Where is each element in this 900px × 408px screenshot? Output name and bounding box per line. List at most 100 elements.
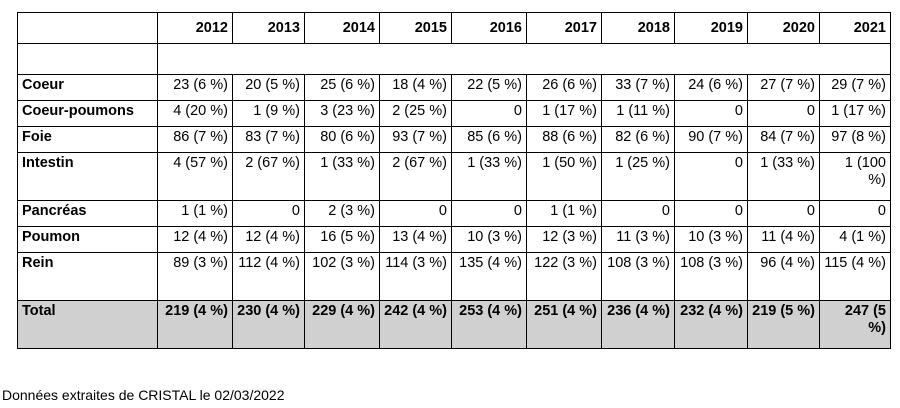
value-cell: 22 (5 %) (451, 74, 527, 101)
value-cell: 108 (3 %) (601, 252, 675, 301)
value-cell: 1 (17 %) (819, 100, 891, 127)
value-cell: 18 (4 %) (379, 74, 452, 101)
year-header: 2019 (674, 12, 748, 44)
value-cell: 1 (33 %) (747, 152, 820, 201)
year-header: 2012 (157, 12, 233, 44)
value-cell: 0 (674, 152, 748, 201)
empty-row (17, 43, 891, 75)
year-header: 2014 (304, 12, 380, 44)
value-cell: 236 (4 %) (601, 300, 675, 349)
value-cell: 1 (1 %) (526, 200, 602, 227)
value-cell: 2 (67 %) (232, 152, 305, 201)
year-header: 2016 (451, 12, 527, 44)
value-cell: 108 (3 %) (674, 252, 748, 301)
row-label: Pancréas (17, 200, 158, 227)
row-label: Intestin (17, 152, 158, 201)
table-row: Poumon 12 (4 %) 12 (4 %) 16 (5 %) 13 (4 %) 10… (17, 226, 891, 253)
value-cell: 84 (7 %) (747, 126, 820, 153)
value-cell: 88 (6 %) (526, 126, 602, 153)
row-label: Coeur-poumons (17, 100, 158, 127)
value-cell: 12 (3 %) (526, 226, 602, 253)
value-cell: 1 (33 %) (304, 152, 380, 201)
year-header: 2017 (526, 12, 602, 44)
value-cell: 4 (20 %) (157, 100, 233, 127)
row-label: Rein (17, 252, 158, 301)
value-cell: 247 (5 %) (819, 300, 891, 349)
value-cell: 232 (4 %) (674, 300, 748, 349)
value-cell: 115 (4 %) (819, 252, 891, 301)
value-cell: 229 (4 %) (304, 300, 380, 349)
table-row: Foie 86 (7 %) 83 (7 %) 80 (6 %) 93 (7 %) 85 (… (17, 126, 891, 153)
value-cell: 251 (4 %) (526, 300, 602, 349)
value-cell: 86 (7 %) (157, 126, 233, 153)
value-cell: 13 (4 %) (379, 226, 452, 253)
year-header: 2020 (747, 12, 820, 44)
table-row: Coeur 23 (6 %) 20 (5 %) 25 (6 %) 18 (4 %) 22 … (17, 74, 891, 101)
value-cell: 114 (3 %) (379, 252, 452, 301)
value-cell: 27 (7 %) (747, 74, 820, 101)
value-cell: 102 (3 %) (304, 252, 380, 301)
row-label: Coeur (17, 74, 158, 101)
value-cell: 0 (232, 200, 305, 227)
value-cell: 80 (6 %) (304, 126, 380, 153)
value-cell: 0 (674, 100, 748, 127)
table-row: Intestin 4 (57 %) 2 (67 %) 1 (33 %) 2 (67 %)… (17, 152, 891, 201)
value-cell: 4 (1 %) (819, 226, 891, 253)
value-cell: 242 (4 %) (379, 300, 452, 349)
value-cell: 1 (9 %) (232, 100, 305, 127)
table-row: Rein 89 (3 %) 112 (4 %) 102 (3 %) 114 (3 %) 1… (17, 252, 891, 301)
value-cell: 20 (5 %) (232, 74, 305, 101)
value-cell: 0 (747, 200, 820, 227)
value-cell: 0 (819, 200, 891, 227)
value-cell: 12 (4 %) (157, 226, 233, 253)
value-cell: 0 (601, 200, 675, 227)
row-label: Poumon (17, 226, 158, 253)
data-source-note: Données extraites de CRISTAL le 02/03/20… (2, 387, 285, 403)
corner-cell (17, 12, 158, 44)
value-cell: 25 (6 %) (304, 74, 380, 101)
empty-cell (157, 43, 891, 75)
value-cell: 11 (3 %) (601, 226, 675, 253)
value-cell: 1 (50 %) (526, 152, 602, 201)
value-cell: 82 (6 %) (601, 126, 675, 153)
value-cell: 83 (7 %) (232, 126, 305, 153)
value-cell: 0 (451, 200, 527, 227)
value-cell: 16 (5 %) (304, 226, 380, 253)
year-header: 2013 (232, 12, 305, 44)
value-cell: 11 (4 %) (747, 226, 820, 253)
row-label: Total (17, 300, 158, 349)
total-row: Total 219 (4 %) 230 (4 %) 229 (4 %) 242 (4 %… (17, 300, 891, 349)
value-cell: 1 (25 %) (601, 152, 675, 201)
value-cell: 10 (3 %) (674, 226, 748, 253)
value-cell: 4 (57 %) (157, 152, 233, 201)
value-cell: 0 (674, 200, 748, 227)
value-cell: 3 (23 %) (304, 100, 380, 127)
value-cell: 93 (7 %) (379, 126, 452, 153)
value-cell: 253 (4 %) (451, 300, 527, 349)
year-header: 2021 (819, 12, 891, 44)
value-cell: 1 (17 %) (526, 100, 602, 127)
value-cell: 26 (6 %) (526, 74, 602, 101)
empty-cell (17, 43, 158, 75)
value-cell: 12 (4 %) (232, 226, 305, 253)
table-row: Pancréas 1 (1 %) 0 2 (3 %) 0 0 1 (1 %) 0 0 0 0 (17, 200, 891, 227)
value-cell: 29 (7 %) (819, 74, 891, 101)
value-cell: 0 (747, 100, 820, 127)
value-cell: 0 (451, 100, 527, 127)
value-cell: 23 (6 %) (157, 74, 233, 101)
value-cell: 1 (11 %) (601, 100, 675, 127)
value-cell: 89 (3 %) (157, 252, 233, 301)
value-cell: 2 (3 %) (304, 200, 380, 227)
value-cell: 230 (4 %) (232, 300, 305, 349)
transplant-table: 2012 2013 2014 2015 2016 2017 2018 2019 … (17, 12, 891, 349)
year-header: 2015 (379, 12, 452, 44)
value-cell: 135 (4 %) (451, 252, 527, 301)
value-cell: 0 (379, 200, 452, 227)
value-cell: 96 (4 %) (747, 252, 820, 301)
value-cell: 33 (7 %) (601, 74, 675, 101)
value-cell: 85 (6 %) (451, 126, 527, 153)
value-cell: 2 (25 %) (379, 100, 452, 127)
value-cell: 2 (67 %) (379, 152, 452, 201)
value-cell: 122 (3 %) (526, 252, 602, 301)
value-cell: 1 (1 %) (157, 200, 233, 227)
